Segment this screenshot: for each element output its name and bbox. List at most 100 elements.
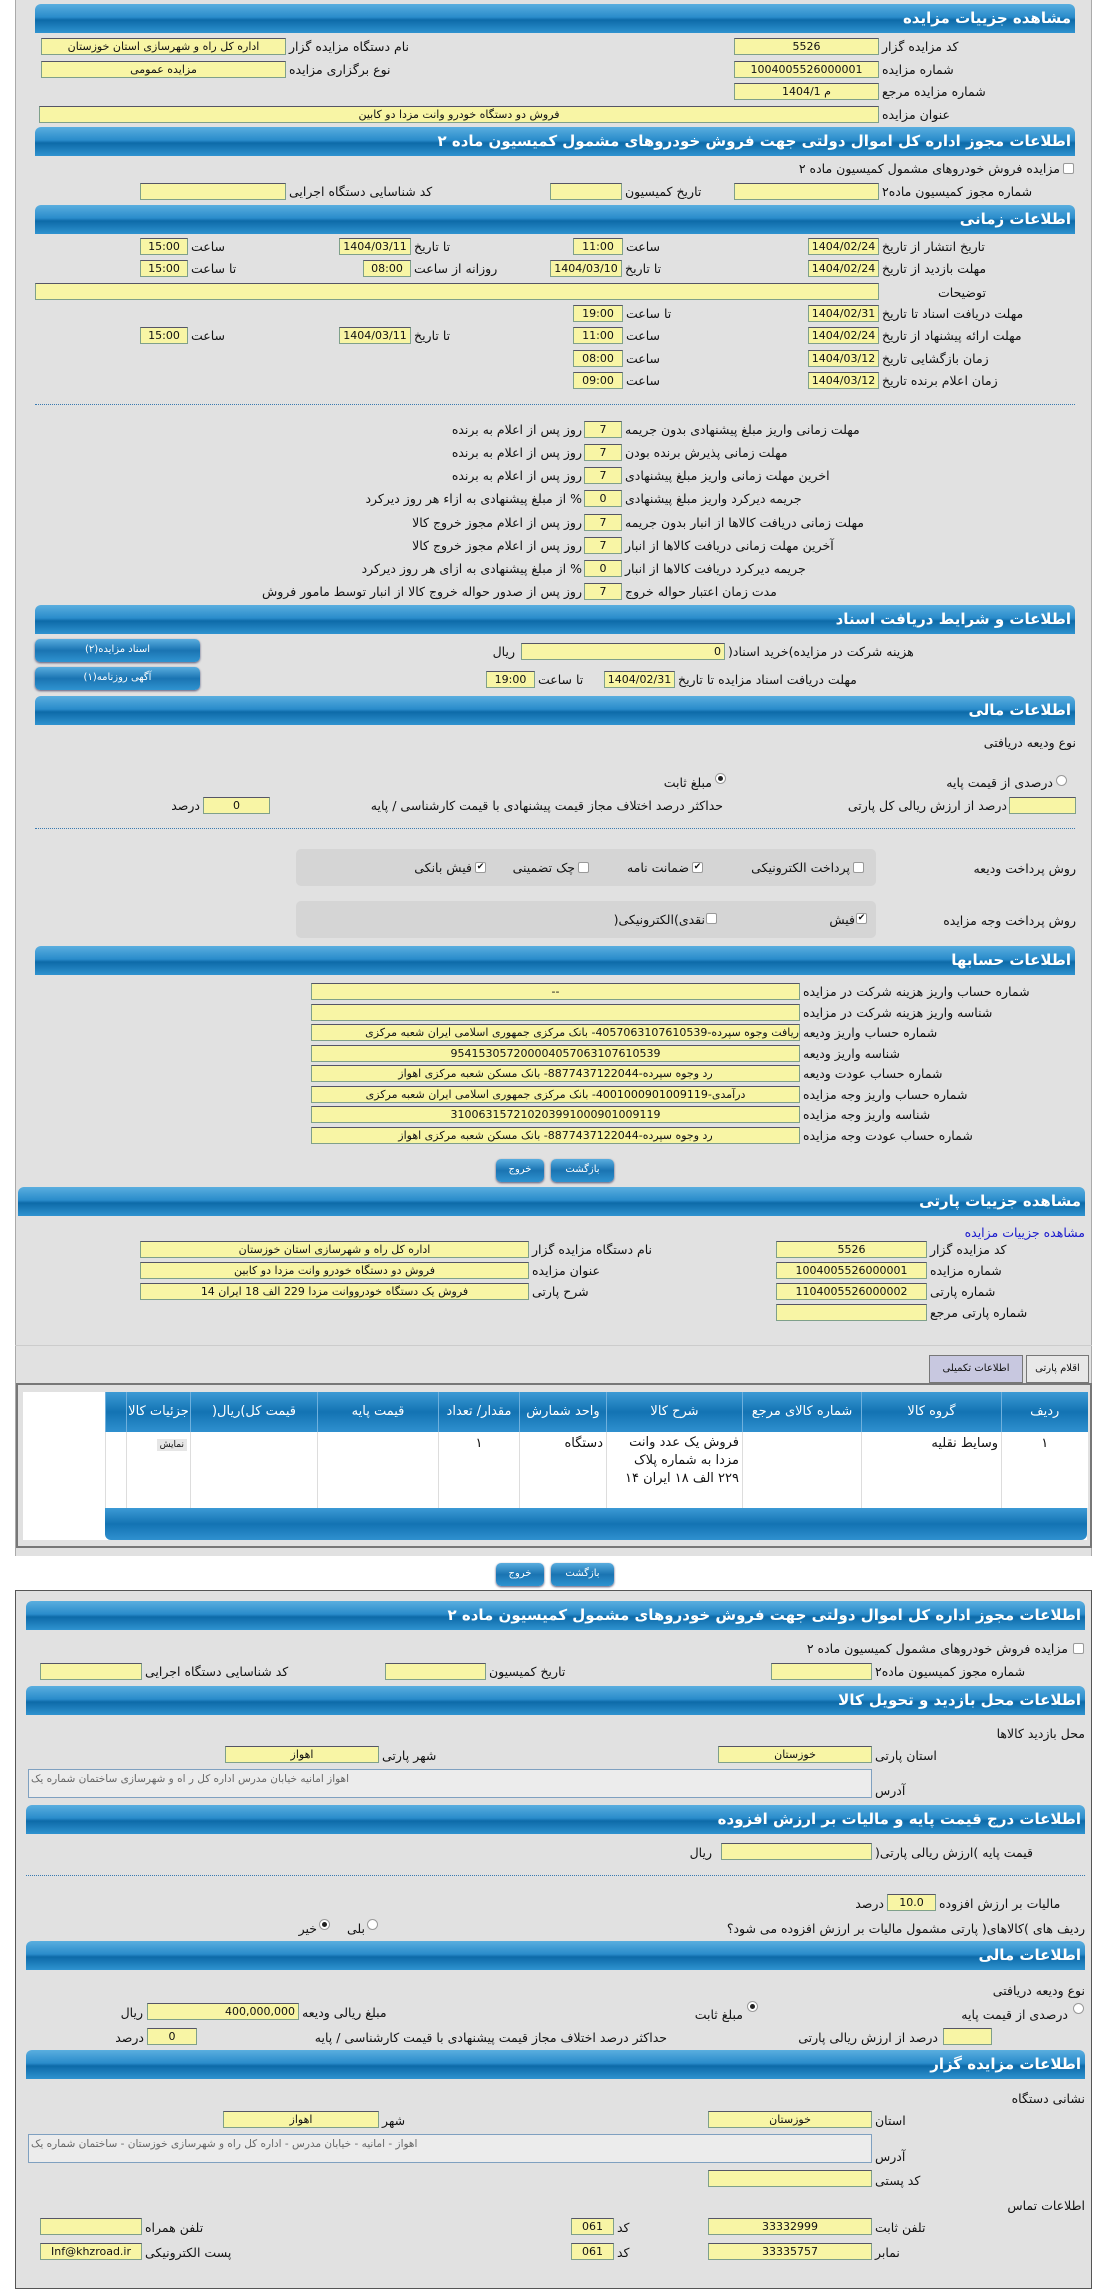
- deposit-amount-field[interactable]: 400,000,000: [147, 2003, 299, 2020]
- bank-slip-checkbox[interactable]: ✔: [475, 862, 486, 873]
- party-ref-field[interactable]: [776, 1304, 927, 1321]
- electronic-payment-checkbox[interactable]: [853, 862, 864, 873]
- party-code-field[interactable]: 5526: [776, 1241, 927, 1258]
- fixed-radio[interactable]: [747, 2001, 758, 2012]
- base-price-field[interactable]: [721, 1843, 872, 1860]
- phone-field[interactable]: 33332999: [708, 2218, 872, 2235]
- docs-deadline-time[interactable]: 19:00: [486, 671, 535, 688]
- docs-deadline-date[interactable]: 1404/02/31: [808, 305, 879, 322]
- auction-docs-button[interactable]: اسناد مزایده(۲): [35, 639, 200, 662]
- winner-time[interactable]: 09:00: [573, 372, 623, 389]
- vat-field[interactable]: 10.0: [887, 1894, 936, 1911]
- term-value[interactable]: 0: [584, 490, 622, 507]
- term-value[interactable]: 7: [584, 537, 622, 554]
- party-org-field[interactable]: اداره کل راه و شهرسازی استان خوزستان: [140, 1241, 529, 1258]
- subject-field[interactable]: فروش دو دستگاه خودرو وانت مزدا دو کابین: [39, 106, 879, 123]
- auction-type-field[interactable]: مزایده عمومی: [41, 61, 286, 78]
- phone-code-field[interactable]: 061: [571, 2218, 614, 2235]
- code-field[interactable]: 5526: [734, 38, 879, 55]
- show-details-button[interactable]: نمایش: [156, 1439, 187, 1451]
- newspaper-ad-button[interactable]: آگهی روزنامه(۱): [35, 667, 200, 690]
- exec-code-field[interactable]: [40, 1663, 142, 1680]
- percent-field[interactable]: [943, 2028, 992, 2045]
- fee-field[interactable]: 0: [521, 643, 725, 660]
- postal-code-field[interactable]: [708, 2170, 872, 2187]
- term-value[interactable]: 7: [584, 467, 622, 484]
- back-button[interactable]: بازگشت: [551, 1563, 614, 1586]
- auction-number-field[interactable]: 1004005526000001: [734, 61, 879, 78]
- publish-to-date[interactable]: 1404/03/11: [339, 238, 411, 255]
- exec-code-field[interactable]: [140, 183, 286, 200]
- party-number-field[interactable]: 1104005526000002: [776, 1283, 927, 1300]
- commission-checkbox[interactable]: [1073, 1643, 1084, 1654]
- guarantee-checkbox[interactable]: ✔: [692, 862, 703, 873]
- party-province-field[interactable]: خوزستان: [718, 1746, 872, 1763]
- commission-checkbox[interactable]: [1063, 163, 1074, 174]
- mobile-field[interactable]: [40, 2218, 142, 2235]
- party-auction-number-field[interactable]: 1004005526000001: [776, 1262, 927, 1279]
- party-subject-field[interactable]: فروش دو دستگاه خودرو وانت مزدا دو کابین: [140, 1262, 529, 1279]
- docs-deadline-time[interactable]: 19:00: [573, 305, 623, 322]
- winner-date[interactable]: 1404/03/12: [808, 372, 879, 389]
- docs-deadline-date[interactable]: 1404/02/31: [604, 671, 675, 688]
- account-field[interactable]: رد وجوه سپرده-8877437122044- بانک مسکن ش…: [311, 1065, 800, 1082]
- slip-checkbox[interactable]: ✔: [856, 913, 867, 924]
- percent-radio[interactable]: [1056, 775, 1067, 786]
- account-field[interactable]: 310063157210203991000901009119: [311, 1106, 800, 1123]
- publish-from-time[interactable]: 11:00: [573, 238, 623, 255]
- max-diff-field[interactable]: 0: [147, 2028, 197, 2045]
- party-desc-field[interactable]: فروش یک دستگاه خودرووانت مزدا 229 الف 18…: [140, 1283, 529, 1300]
- account-field[interactable]: ریافت وجوه سپرده-4057063107610539- بانک …: [311, 1024, 800, 1041]
- org-field[interactable]: اداره کل راه و شهرسازی استان خوزستان: [41, 38, 286, 55]
- term-value[interactable]: 0: [584, 560, 622, 577]
- visit-to-date[interactable]: 1404/03/10: [550, 260, 622, 277]
- fixed-radio[interactable]: [715, 773, 726, 784]
- term-value[interactable]: 7: [584, 421, 622, 438]
- visit-daily-to[interactable]: 15:00: [140, 260, 188, 277]
- max-diff-field[interactable]: 0: [203, 797, 270, 814]
- tab-supplementary-info[interactable]: اطلاعات تکمیلی: [929, 1355, 1023, 1383]
- vat-yes-radio[interactable]: [367, 1919, 378, 1930]
- ref-number-field[interactable]: م 1404/1: [734, 83, 879, 100]
- offer-from-date[interactable]: 1404/02/24: [808, 327, 879, 344]
- percent-radio[interactable]: [1073, 2003, 1084, 2014]
- account-field[interactable]: [311, 1004, 800, 1021]
- offer-to-date[interactable]: 1404/03/11: [339, 327, 411, 344]
- publish-to-time[interactable]: 15:00: [140, 238, 188, 255]
- exit-button[interactable]: خروج: [496, 1159, 544, 1182]
- email-field[interactable]: Inf@khzroad.ir: [40, 2243, 142, 2260]
- visit-daily-from[interactable]: 08:00: [363, 260, 411, 277]
- commission-date-field[interactable]: [550, 183, 622, 200]
- city-field[interactable]: اهواز: [223, 2111, 379, 2128]
- publish-from-date[interactable]: 1404/02/24: [808, 238, 879, 255]
- permit-number-field[interactable]: [734, 183, 879, 200]
- description-field[interactable]: [35, 283, 879, 300]
- account-field[interactable]: --: [311, 983, 800, 1000]
- vat-no-radio[interactable]: [319, 1919, 330, 1930]
- permit-number-field[interactable]: [771, 1663, 872, 1680]
- offer-to-time[interactable]: 15:00: [140, 327, 188, 344]
- opening-time[interactable]: 08:00: [573, 350, 623, 367]
- party-city-field[interactable]: اهواز: [225, 1746, 379, 1763]
- offer-from-time[interactable]: 11:00: [573, 327, 623, 344]
- opening-date[interactable]: 1404/03/12: [808, 350, 879, 367]
- exit-button[interactable]: خروج: [496, 1563, 544, 1586]
- percent-field[interactable]: [1009, 797, 1076, 814]
- term-value[interactable]: 7: [584, 514, 622, 531]
- back-button[interactable]: بازگشت: [551, 1159, 614, 1182]
- auction-details-link[interactable]: مشاهده جزییات مزایده: [964, 1225, 1085, 1240]
- tab-party-items[interactable]: اقلام پارتی: [1026, 1355, 1089, 1383]
- fax-field[interactable]: 33335757: [708, 2243, 872, 2260]
- address-textarea[interactable]: اهواز امانیه خیابان مدرس اداره کل ر اه و…: [28, 1769, 872, 1798]
- account-field[interactable]: درآمدی-4001000901009119- بانک مرکزی جمهو…: [311, 1086, 800, 1103]
- cheque-checkbox[interactable]: [578, 862, 589, 873]
- fax-code-field[interactable]: 061: [571, 2243, 614, 2260]
- term-value[interactable]: 7: [584, 583, 622, 600]
- province-field[interactable]: خوزستان: [708, 2111, 872, 2128]
- visit-from-date[interactable]: 1404/02/24: [808, 260, 879, 277]
- cash-checkbox[interactable]: [706, 913, 717, 924]
- org-address-textarea[interactable]: اهواز - امانیه - خیابان مدرس - اداره کل …: [28, 2134, 872, 2163]
- account-field[interactable]: رد وجوه سپرده-8877437122044- بانک مسکن ش…: [311, 1127, 800, 1144]
- term-value[interactable]: 7: [584, 444, 622, 461]
- account-field[interactable]: 954153057200004057063107610539: [311, 1045, 800, 1062]
